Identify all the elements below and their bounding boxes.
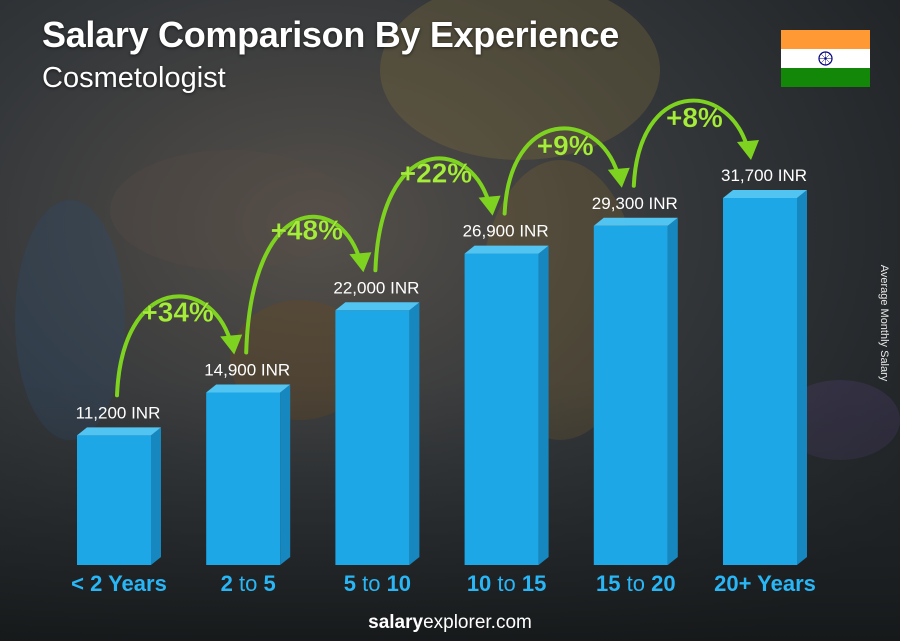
value-label-3: 26,900 INR [463,222,549,241]
change-arrow-1 [244,214,362,355]
value-label-1: 14,900 INR [204,360,290,379]
value-label-2: 22,000 INR [333,278,419,297]
change-arrowhead-0 [220,334,243,355]
value-label-5: 31,700 INR [721,166,807,185]
change-arrowhead-4 [737,140,759,160]
change-arrowhead-2 [478,195,501,216]
change-arrow-4 [631,98,749,188]
bar-4 [593,217,678,565]
category-label-2: 5 to 10 [344,571,411,596]
bar-1 [206,384,291,565]
bar-0 [77,427,161,565]
page-title: Salary Comparison By Experience [42,14,619,55]
change-label-2: +22% [400,158,472,189]
bar-5 [723,190,807,565]
change-label-3: +9% [537,130,594,161]
value-label-0: 11,200 INR [76,403,161,422]
change-label-0: +34% [141,296,213,327]
change-arrow-2 [373,156,491,273]
bar-3 [464,245,549,565]
category-label-0: < 2 Years [71,571,167,596]
india-flag-icon [781,30,870,87]
value-label-4: 29,300 INR [592,194,678,213]
page-subtitle: Cosmetologist [42,62,226,94]
brand-rest: explorer.com [423,612,532,633]
bar-2 [335,302,420,565]
brand-bold: salary [368,612,424,633]
category-label-3: 10 to 15 [467,571,547,596]
category-label-4: 15 to 20 [596,571,676,596]
change-label-4: +8% [666,102,723,133]
site-brand[interactable]: salaryexplorer.com [0,612,900,634]
change-label-1: +48% [271,214,343,245]
change-arrow-0 [115,294,233,398]
category-label-5: 20+ Years [714,571,816,596]
category-label-1: 2 to 5 [221,571,276,596]
change-arrowhead-3 [607,167,630,188]
change-arrowhead-1 [349,252,372,273]
change-arrow-3 [502,126,620,216]
